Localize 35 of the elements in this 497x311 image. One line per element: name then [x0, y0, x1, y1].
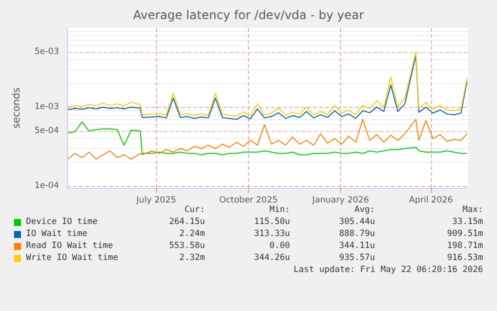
text: 344.11u: [338, 241, 375, 251]
y-tick-label: 1e-04: [34, 181, 59, 192]
x-tick-label: July 2025: [135, 196, 176, 206]
text: 305.44u: [338, 217, 375, 227]
text: 916.53m: [446, 253, 483, 263]
text: 2.24m: [178, 229, 205, 239]
text: 888.79u: [338, 229, 375, 239]
text: 344.26u: [253, 253, 290, 263]
text: 264.15u: [168, 217, 205, 227]
x-tick-label: October 2025: [219, 196, 278, 206]
text: 935.57u: [338, 253, 375, 263]
text: 0.00: [268, 241, 290, 251]
y-tick-label: 5e-04: [34, 126, 59, 136]
text: Cur:: [184, 205, 205, 215]
text: Avg:: [354, 205, 375, 215]
text: 909.51m: [446, 229, 483, 239]
y-tick-label: 1e-03: [34, 102, 59, 112]
legend-label: Read IO Wait time: [26, 241, 113, 251]
chart-title: Average latency for /dev/vda - by year: [133, 8, 364, 22]
text: 198.71m: [446, 241, 483, 251]
legend-label: IO Wait time: [26, 229, 88, 239]
text: Max:: [462, 205, 483, 215]
text: 2.32m: [178, 253, 205, 263]
text: 115.50u: [253, 217, 290, 227]
text: Min:: [268, 205, 290, 215]
y-tick-label: 5e-03: [34, 46, 59, 57]
legend-label: Write IO Wait time: [26, 253, 120, 263]
text: 313.33u: [253, 229, 290, 239]
text: 33.15m: [451, 217, 483, 227]
legend-label: Device IO time: [26, 217, 98, 227]
y-axis-title: seconds: [12, 88, 22, 128]
text: 553.58u: [168, 241, 205, 251]
x-tick-label: April 2026: [409, 196, 453, 206]
text: Last update: Fri May 22 06:20:16 2026: [292, 265, 483, 275]
x-tick-label: January 2026: [311, 196, 369, 206]
